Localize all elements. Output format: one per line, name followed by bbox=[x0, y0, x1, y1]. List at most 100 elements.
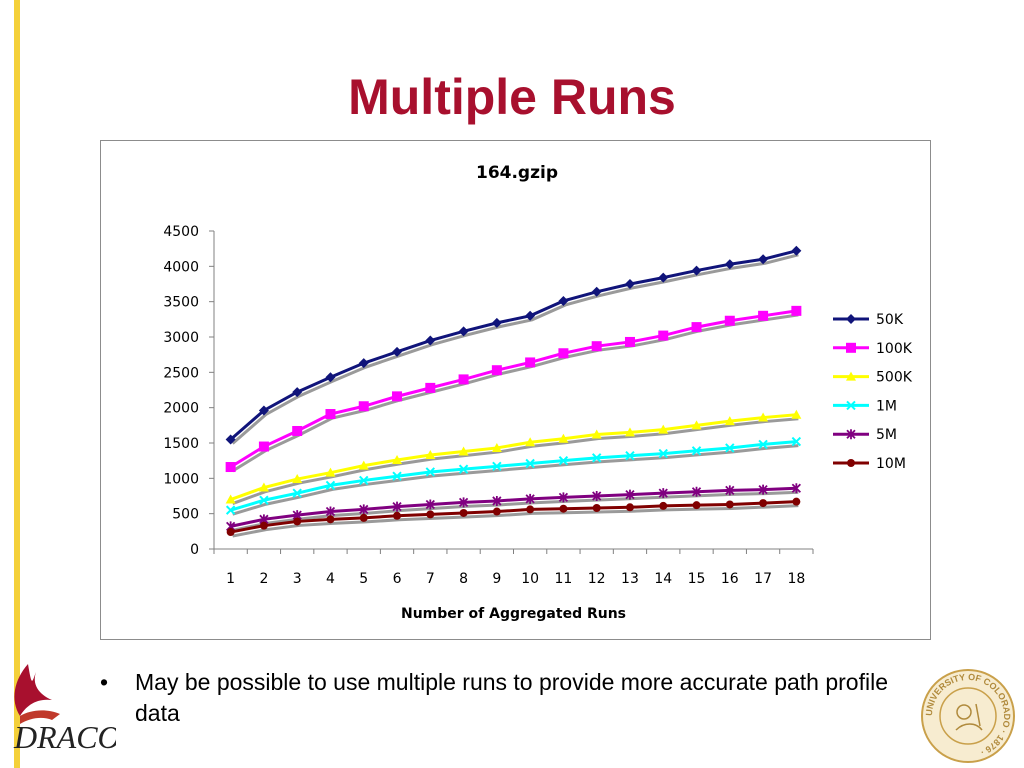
series-10m bbox=[226, 497, 801, 538]
series-line bbox=[230, 500, 797, 534]
data-point bbox=[591, 341, 602, 352]
data-point bbox=[791, 409, 802, 419]
y-tick-label: 2500 bbox=[163, 365, 199, 381]
data-point bbox=[691, 322, 702, 333]
data-point bbox=[658, 488, 668, 499]
data-point bbox=[258, 482, 269, 492]
x-tick-label: 18 bbox=[787, 571, 805, 587]
x-tick-label: 9 bbox=[492, 571, 501, 587]
legend-item: 1M bbox=[833, 398, 897, 414]
data-point bbox=[258, 441, 269, 452]
data-point bbox=[258, 405, 269, 416]
x-tick-label: 5 bbox=[359, 571, 368, 587]
series-line bbox=[229, 309, 797, 469]
legend-label: 10M bbox=[876, 456, 906, 472]
data-point bbox=[725, 485, 735, 496]
data-point bbox=[525, 310, 536, 321]
bullet-item: • May be possible to use multiple runs t… bbox=[95, 667, 925, 729]
x-tick-label: 1 bbox=[226, 571, 235, 587]
legend-marker bbox=[846, 371, 856, 381]
data-point bbox=[325, 409, 336, 420]
legend-marker bbox=[846, 314, 856, 324]
data-point bbox=[758, 310, 769, 321]
data-point bbox=[525, 437, 536, 447]
line-chart: 164.gzip 0 500 1000 1500 2000 2500 3000 3500 4000… bbox=[163, 163, 913, 622]
x-tick-label: 12 bbox=[588, 571, 606, 587]
legend-label: 100K bbox=[876, 341, 913, 357]
data-point bbox=[725, 500, 734, 509]
legend-marker bbox=[846, 429, 856, 440]
data-point bbox=[358, 358, 369, 369]
data-point bbox=[625, 503, 634, 512]
data-point bbox=[359, 475, 369, 486]
data-point bbox=[624, 427, 635, 437]
dragon-icon bbox=[14, 664, 52, 716]
data-point bbox=[791, 305, 802, 316]
data-point bbox=[426, 510, 435, 519]
data-point bbox=[759, 499, 768, 508]
data-point bbox=[559, 504, 568, 513]
data-point bbox=[325, 467, 336, 477]
legend-marker bbox=[846, 342, 856, 353]
bullet-marker: • bbox=[100, 669, 109, 695]
x-tick-label: 11 bbox=[555, 571, 573, 587]
data-point bbox=[791, 483, 801, 494]
data-point bbox=[425, 382, 436, 393]
data-point bbox=[359, 513, 368, 522]
series-5m bbox=[226, 483, 801, 532]
data-point bbox=[392, 346, 403, 357]
slide-title: Multiple Runs bbox=[348, 69, 676, 125]
data-point bbox=[225, 434, 236, 445]
y-tick-label: 500 bbox=[172, 507, 199, 523]
x-axis-label: Number of Aggregated Runs bbox=[401, 606, 626, 622]
data-point bbox=[425, 499, 435, 510]
data-point bbox=[692, 501, 701, 510]
data-point bbox=[292, 488, 302, 498]
data-point bbox=[758, 484, 768, 495]
y-tick-label: 4000 bbox=[163, 259, 199, 275]
university-seal: UNIVERSITY OF COLORADO · 1876 · bbox=[921, 669, 1015, 763]
data-point bbox=[591, 286, 602, 297]
data-point bbox=[425, 467, 436, 477]
legend-marker bbox=[846, 400, 856, 411]
chart-frame: 164.gzip 0 500 1000 1500 2000 2500 3000 3500 4000… bbox=[100, 140, 931, 640]
x-tick-label: 16 bbox=[721, 571, 739, 587]
data-point bbox=[392, 391, 403, 402]
series-100k bbox=[225, 305, 802, 473]
data-point bbox=[458, 446, 469, 456]
series-shadow bbox=[231, 253, 799, 445]
legend-item: 5M bbox=[833, 427, 897, 443]
series-shadow bbox=[232, 444, 799, 516]
data-point bbox=[325, 372, 336, 383]
data-point bbox=[691, 486, 702, 497]
data-point bbox=[758, 412, 769, 422]
x-tick-label: 15 bbox=[688, 571, 706, 587]
data-point bbox=[458, 464, 469, 474]
data-point bbox=[725, 443, 735, 453]
data-point bbox=[724, 315, 735, 326]
y-tick-label: 1000 bbox=[163, 471, 199, 487]
y-tick-label: 0 bbox=[190, 542, 199, 558]
data-point bbox=[259, 495, 269, 505]
data-point bbox=[658, 424, 669, 434]
data-point bbox=[225, 462, 236, 473]
seal-emblem-icon bbox=[955, 703, 983, 731]
legend-item: 10M bbox=[833, 456, 906, 472]
data-point bbox=[425, 335, 436, 346]
data-point bbox=[293, 517, 302, 526]
data-point bbox=[491, 365, 502, 376]
data-point bbox=[724, 259, 735, 270]
x-tick-label: 2 bbox=[259, 571, 268, 587]
data-point bbox=[558, 433, 569, 443]
left-accent-bar bbox=[14, 0, 20, 768]
x-tick-label: 10 bbox=[521, 571, 539, 587]
data-point bbox=[592, 491, 602, 501]
data-point bbox=[492, 461, 502, 472]
x-tick-label: 17 bbox=[754, 571, 772, 587]
x-tick-label: 4 bbox=[326, 571, 335, 587]
series-50k bbox=[225, 245, 802, 445]
x-tick-label: 6 bbox=[393, 571, 402, 587]
legend-label: 5M bbox=[876, 427, 897, 443]
series-line bbox=[229, 249, 797, 441]
y-tick-label: 2000 bbox=[163, 401, 199, 417]
